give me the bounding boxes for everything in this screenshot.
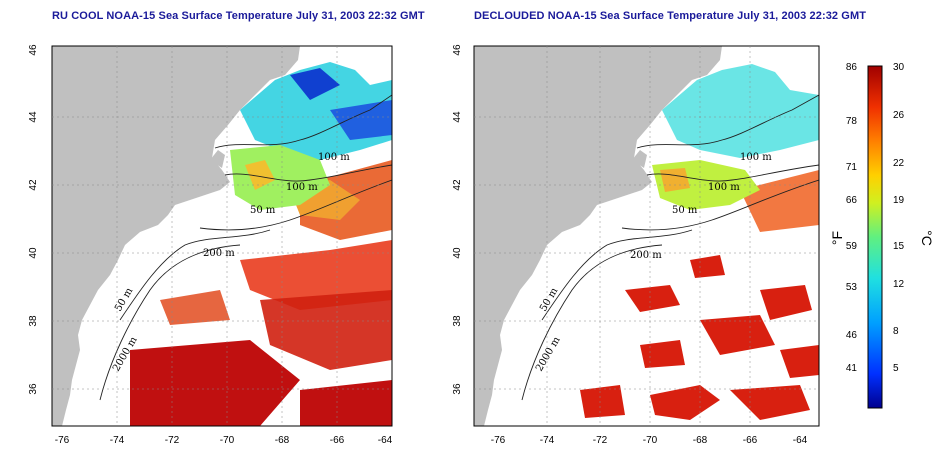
colorbar-celsius-ticks: 30 26 22 19 15 12 8 5 (893, 62, 905, 374)
right-contour-label-1: 100 m (740, 152, 772, 163)
left-contour-label-4: 200 m (203, 248, 235, 259)
right-y-tick: 42 (452, 179, 463, 191)
left-contour-label-1: 100 m (318, 152, 350, 163)
right-warm-band (740, 170, 819, 232)
left-x-tick: -70 (220, 435, 235, 446)
fahrenheit-tick: 59 (846, 241, 858, 252)
celsius-tick: 22 (893, 158, 905, 169)
left-x-tick: -76 (55, 435, 70, 446)
right-y-tick: 36 (452, 383, 463, 395)
right-y-tick: 44 (452, 111, 463, 123)
left-y-axis: 36 38 40 42 44 46 (28, 44, 39, 395)
right-cool-gulf (662, 64, 819, 158)
left-x-tick: -68 (275, 435, 290, 446)
right-bathymetry-contours (521, 94, 819, 401)
right-x-tick: -76 (491, 435, 506, 446)
right-cape-landform (632, 150, 647, 168)
celsius-tick: 5 (893, 363, 899, 374)
left-contour-label-2: 100 m (286, 182, 318, 193)
left-y-tick: 38 (28, 315, 39, 327)
right-x-tick: -72 (593, 435, 608, 446)
left-y-tick: 36 (28, 383, 39, 395)
fahrenheit-tick: 66 (846, 195, 858, 206)
colorbar: 86 78 71 66 59 53 46 41 30 26 22 19 15 1… (829, 62, 935, 409)
left-map: 100 m 100 m 50 m 200 m 50 m 2000 m -76 -… (28, 44, 393, 446)
celsius-tick: 12 (893, 279, 905, 290)
right-x-tick: -70 (643, 435, 658, 446)
right-x-tick: -68 (693, 435, 708, 446)
left-cold-patch (330, 100, 392, 140)
left-bank-warm (245, 160, 275, 190)
colorbar-fahrenheit-ticks: 86 78 71 66 59 53 46 41 (846, 62, 858, 374)
left-cape-landform (210, 150, 225, 168)
left-x-tick: -64 (378, 435, 393, 446)
right-contour-label-4: 200 m (630, 250, 662, 261)
left-x-tick: -66 (330, 435, 345, 446)
right-bank-warm (660, 168, 690, 192)
right-y-tick: 38 (452, 315, 463, 327)
left-land-mass (52, 46, 300, 426)
left-x-axis: -76 -74 -72 -70 -68 -66 -64 (55, 435, 393, 446)
fahrenheit-tick: 53 (846, 282, 858, 293)
left-y-tick: 42 (28, 179, 39, 191)
celsius-tick: 30 (893, 62, 905, 73)
fahrenheit-tick: 46 (846, 330, 858, 341)
left-georges-bank (230, 145, 330, 210)
left-southern-ocean (130, 240, 392, 426)
right-x-tick: -64 (793, 435, 808, 446)
fahrenheit-tick: 71 (846, 162, 858, 173)
celsius-tick: 19 (893, 195, 905, 206)
right-x-tick: -74 (540, 435, 555, 446)
left-y-tick: 44 (28, 111, 39, 123)
fahrenheit-tick: 41 (846, 363, 858, 374)
right-x-axis: -76 -74 -72 -70 -68 -66 -64 (491, 435, 808, 446)
right-x-tick: -66 (743, 435, 758, 446)
celsius-tick: 8 (893, 326, 899, 337)
right-land-mass (474, 46, 722, 426)
celsius-tick: 15 (893, 241, 905, 252)
left-y-tick: 40 (28, 247, 39, 259)
left-map-frame (51, 45, 393, 427)
right-map: 100 m 100 m 50 m 200 m 50 m 2000 m -76 -… (452, 44, 820, 446)
right-y-axis: 36 38 40 42 44 46 (452, 44, 463, 395)
left-x-tick: -72 (165, 435, 180, 446)
right-map-title: DECLOUDED NOAA-15 Sea Surface Temperatur… (474, 10, 867, 22)
right-y-tick: 40 (452, 247, 463, 259)
right-southern-patches (580, 255, 819, 420)
right-contour-label-3: 50 m (672, 205, 698, 216)
left-x-tick: -74 (110, 435, 125, 446)
celsius-unit-label: °C (919, 230, 935, 246)
left-contour-label-3: 50 m (250, 205, 276, 216)
fahrenheit-unit-label: °F (829, 231, 845, 245)
celsius-tick: 26 (893, 110, 905, 121)
left-map-title: RU COOL NOAA-15 Sea Surface Temperature … (52, 10, 425, 22)
right-map-frame (473, 45, 820, 427)
left-cold-core (290, 68, 340, 100)
fahrenheit-tick: 78 (846, 116, 858, 127)
fahrenheit-tick: 86 (846, 62, 858, 73)
right-y-tick: 46 (452, 44, 463, 56)
left-y-tick: 46 (28, 44, 39, 56)
left-bathymetry-contours (99, 94, 392, 401)
right-gridlines (474, 46, 819, 426)
colorbar-gradient (867, 65, 883, 409)
left-gridlines (52, 46, 392, 426)
right-contour-label-2: 100 m (708, 182, 740, 193)
